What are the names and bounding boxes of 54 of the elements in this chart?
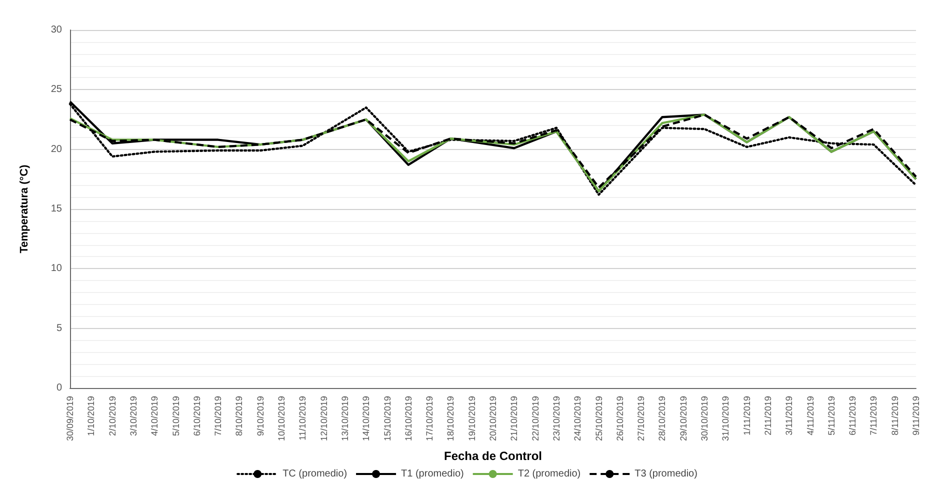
x-tick-label: 3/11/2019 [784, 396, 794, 436]
x-tick-label: 28/10/2019 [657, 396, 668, 442]
x-tick-label: 11/10/2019 [298, 396, 308, 440]
x-tick-label: 21/10/2019 [509, 396, 520, 442]
x-tick-label: 29/10/2019 [678, 396, 688, 442]
x-tick-label: 14/10/2019 [361, 396, 372, 442]
x-tick-label: 9/10/2019 [255, 396, 266, 436]
x-tick-label: 7/10/2019 [213, 396, 224, 436]
x-tick-label: 18/10/2019 [446, 396, 456, 442]
x-tick-label: 27/10/2019 [636, 396, 646, 442]
x-tick-label: 4/11/2019 [805, 396, 816, 436]
x-tick-label: 9/11/2019 [911, 396, 921, 436]
x-tick-label: 5/10/2019 [170, 396, 181, 436]
legend-label: T3 (promedio) [634, 468, 698, 480]
y-tick-label: 25 [50, 84, 62, 96]
x-tick-label: 26/10/2019 [614, 396, 625, 442]
legend-label: T2 (promedio) [518, 468, 581, 480]
x-tick-label: 6/10/2019 [192, 396, 202, 436]
x-tick-label: 20/10/2019 [488, 396, 498, 442]
y-tick-label: 10 [50, 263, 62, 274]
x-tick-label: 7/11/2019 [868, 396, 879, 436]
x-tick-label: 4/10/2019 [150, 396, 160, 436]
x-tick-label: 19/10/2019 [466, 396, 477, 442]
x-tick-label: 6/11/2019 [848, 396, 858, 436]
x-tick-label: 23/10/2019 [551, 396, 562, 442]
y-axis-title: Temperatura (°C) [18, 164, 30, 254]
y-tick-label: 15 [50, 204, 62, 214]
x-tick-label: 2/10/2019 [107, 396, 118, 436]
x-tick-label: 12/10/2019 [318, 396, 329, 442]
x-tick-label: 3/10/2019 [128, 396, 138, 436]
x-tick-label: 15/10/2019 [382, 396, 392, 442]
y-tick-label: 20 [50, 144, 62, 155]
x-tick-label: 25/10/2019 [594, 396, 604, 442]
x-tick-label: 8/11/2019 [890, 396, 900, 436]
x-tick-label: 17/10/2019 [424, 396, 435, 442]
x-tick-label: 5/11/2019 [826, 396, 836, 436]
x-tick-label: 30/09/2019 [65, 396, 75, 442]
x-tick-label: 2/11/2019 [762, 396, 773, 436]
x-tick-label: 31/10/2019 [720, 396, 731, 442]
x-tick-label: 8/10/2019 [234, 396, 244, 436]
x-tick-label: 22/10/2019 [530, 396, 540, 442]
x-tick-label: 24/10/2019 [572, 396, 583, 442]
x-tick-label: 1/10/2019 [86, 396, 96, 436]
y-tick-label: 0 [56, 382, 62, 394]
x-tick-label: 16/10/2019 [403, 396, 414, 442]
legend-label: T1 (promedio) [401, 468, 464, 480]
legend-label: TC (promedio) [282, 468, 348, 480]
y-tick-label: 30 [50, 24, 62, 36]
x-tick-label: 13/10/2019 [340, 396, 350, 442]
x-tick-label: 10/10/2019 [276, 396, 286, 442]
x-tick-label: 30/10/2019 [700, 396, 710, 442]
y-tick-label: 5 [56, 322, 62, 334]
x-axis-title: Fecha de Control [444, 449, 542, 463]
x-tick-label: 1/11/2019 [742, 396, 752, 436]
